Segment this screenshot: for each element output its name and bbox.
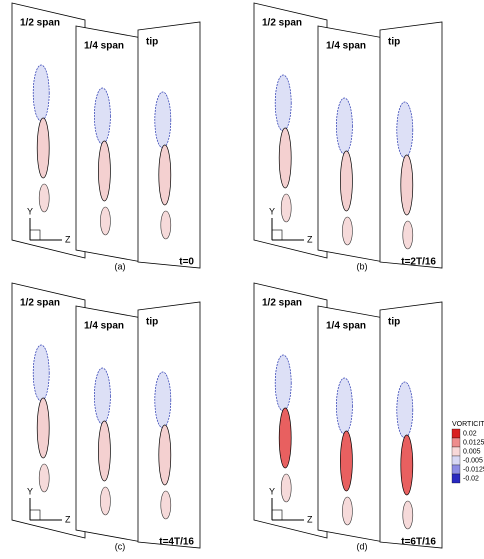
legend-swatch [452, 465, 460, 474]
caption: (a) [115, 261, 126, 271]
axis-y-label: Y [269, 206, 275, 216]
contour [336, 98, 352, 154]
contour [275, 75, 291, 131]
plane-label: 1/2 span [262, 298, 302, 309]
contour [401, 155, 413, 215]
legend-level: 0.02 [463, 430, 477, 437]
contour [403, 221, 413, 249]
panel: 1/2 span 1/4 span tip t=4T/16 Y Z (c) [12, 283, 200, 551]
contour [33, 345, 49, 401]
figure: 1/2 span 1/4 span tip t=0 Y Z (a) 1/2 span 1/4 s… [0, 0, 484, 559]
plane-label: tip [388, 37, 400, 48]
plane-label: 1/4 span [84, 321, 124, 332]
contour [340, 151, 352, 211]
time-label: t=6T/16 [401, 537, 436, 548]
axis-z-label: Z [65, 514, 71, 524]
legend-swatch [452, 438, 460, 447]
contour [275, 355, 291, 411]
contour [94, 88, 110, 144]
axis-y-label: Y [27, 206, 33, 216]
legend-level: -0.005 [463, 457, 483, 464]
plane-label: tip [388, 317, 400, 328]
contour [342, 217, 352, 245]
contour [94, 368, 110, 424]
contour [39, 464, 49, 492]
contour [39, 184, 49, 212]
axis-z-label: Z [307, 514, 313, 524]
contour [100, 207, 110, 235]
contour [281, 474, 291, 502]
axis-y-label: Y [269, 486, 275, 496]
caption: (b) [357, 261, 368, 271]
contour [98, 141, 110, 201]
legend-level: 0.0125 [463, 439, 484, 446]
contour [340, 431, 352, 491]
contour [37, 398, 49, 458]
legend: VORTICITY 0.02 0.0125 0.005 -0.005 -0.0125 -0.… [450, 420, 484, 486]
contour [281, 194, 291, 222]
plane-label: 1/2 span [20, 298, 60, 309]
plane-label: 1/4 span [84, 41, 124, 52]
contour [161, 211, 171, 239]
plane-label: tip [146, 37, 158, 48]
contour [33, 65, 49, 121]
legend-swatch [452, 456, 460, 465]
contour [159, 145, 171, 205]
contour [100, 487, 110, 515]
contour [397, 382, 413, 438]
axis-z-label: Z [307, 234, 313, 244]
panel: 1/2 span 1/4 span tip t=2T/16 Y Z (b) [254, 3, 442, 271]
contour [98, 421, 110, 481]
time-label: t=4T/16 [159, 537, 194, 548]
contour [279, 408, 291, 468]
legend-level: -0.02 [463, 475, 479, 482]
contour [37, 118, 49, 178]
contour [155, 372, 171, 428]
contour [155, 92, 171, 148]
legend-level: -0.0125 [463, 466, 484, 473]
contour [403, 501, 413, 529]
legend-swatch [452, 429, 460, 438]
legend-swatch [452, 474, 460, 483]
caption: (d) [357, 541, 368, 551]
contour [336, 378, 352, 434]
axis-z-label: Z [65, 234, 71, 244]
contour [279, 128, 291, 188]
panel: 1/2 span 1/4 span tip t=6T/16 Y Z (d) [254, 283, 442, 551]
plane [254, 3, 327, 258]
caption: (c) [115, 541, 126, 551]
plane [12, 3, 85, 258]
contour [397, 102, 413, 158]
plane [254, 283, 327, 538]
contour [401, 435, 413, 495]
page: 1/2 span 1/4 span tip t=0 Y Z (a) 1/2 span 1/4 s… [0, 0, 484, 559]
axis-y-label: Y [27, 486, 33, 496]
time-label: t=2T/16 [401, 257, 436, 268]
contour [161, 491, 171, 519]
plane-label: 1/2 span [262, 18, 302, 29]
legend-title: VORTICITY [452, 421, 484, 428]
contour [159, 425, 171, 485]
time-label: t=0 [179, 257, 194, 268]
plane-label: 1/2 span [20, 18, 60, 29]
plane [12, 283, 85, 538]
plane-label: 1/4 span [326, 41, 366, 52]
plane-label: tip [146, 317, 158, 328]
contour [342, 497, 352, 525]
legend-swatch [452, 447, 460, 456]
panel: 1/2 span 1/4 span tip t=0 Y Z (a) [12, 3, 200, 271]
legend-level: 0.005 [463, 448, 481, 455]
plane-label: 1/4 span [326, 321, 366, 332]
